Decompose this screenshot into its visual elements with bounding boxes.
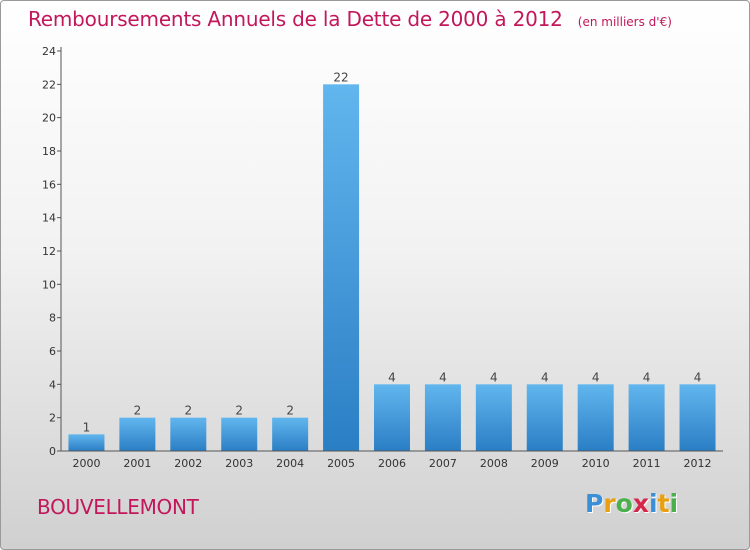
y-tick-label-12: 12 [42,245,56,258]
bar-label-2005: 22 [333,70,348,84]
commune-name: BOUVELLEMONT [37,495,199,519]
logo-letter: i [649,489,658,518]
bar-2012 [679,384,716,451]
y-tick-label-18: 18 [42,145,56,158]
bar-2011 [628,384,665,451]
chart-title-block: Remboursements Annuels de la Dette de 20… [28,7,672,31]
proxiti-logo: Proxiti [585,489,678,518]
y-tick-label-20: 20 [42,112,56,125]
bar-label-2009: 4 [541,370,549,384]
chart-unit: (en milliers d'€) [577,15,672,29]
logo-letter: i [669,489,679,518]
bar-label-2011: 4 [643,370,651,384]
y-tick-label-22: 22 [42,78,56,91]
axes-layer: 2000 2001 2002 2003 2004 2005 2006 2007 2008 2009… [42,45,723,470]
bar-2001 [119,417,156,451]
y-tick-label-10: 10 [42,278,56,291]
logo-letter: x [632,489,649,518]
bar-label-2008: 4 [490,370,498,384]
bar-2007 [424,384,461,451]
bar-2006 [374,384,410,451]
bar-2004 [272,417,309,451]
y-tick-label-24: 24 [42,45,56,58]
bar-2002 [170,417,207,451]
logo-letter: r [603,489,616,518]
y-tick-label-6: 6 [49,345,56,358]
bar-label-2002: 2 [184,404,192,418]
x-tick-label-2007: 2007 [429,457,457,470]
x-tick-label-2012: 2012 [684,457,712,470]
x-tick-label-2003: 2003 [225,457,253,470]
x-tick-label-2010: 2010 [582,457,610,470]
x-tick-label-2008: 2008 [480,457,508,470]
x-tick-label-2011: 2011 [633,457,661,470]
y-tick-label-14: 14 [42,212,56,225]
bar-2010 [577,384,614,451]
y-tick-label-4: 4 [49,378,56,391]
bar-2000 [68,434,105,451]
bar-label-2004: 2 [286,404,294,418]
bar-label-2003: 2 [235,404,243,418]
bar-2003 [221,417,258,451]
logo-letter: t [657,489,670,518]
y-tick-label-0: 0 [49,445,56,458]
x-tick-label-2009: 2009 [531,457,559,470]
bar-2008 [475,384,512,451]
bar-label-2010: 4 [592,370,600,384]
bar-2005 [323,84,360,451]
x-tick-label-2006: 2006 [378,457,406,470]
x-tick-label-2004: 2004 [276,457,304,470]
bar-label-2007: 4 [439,370,447,384]
x-tick-label-2005: 2005 [327,457,355,470]
y-tick-label-16: 16 [42,178,56,191]
y-tick-label-8: 8 [49,312,56,325]
bar-2009 [526,384,563,451]
x-tick-label-2002: 2002 [174,457,202,470]
bar-label-2001: 2 [134,404,142,418]
x-tick-label-2000: 2000 [72,457,100,470]
bar-label-2012: 4 [694,370,702,384]
chart-title: Remboursements Annuels de la Dette de 20… [28,7,563,31]
bar-label-2000: 1 [83,420,91,434]
logo-letter: o [615,489,633,518]
logo-letter: P [585,489,604,518]
x-tick-label-2001: 2001 [123,457,151,470]
y-tick-label-2: 2 [49,412,56,425]
bar-label-2006: 4 [388,370,396,384]
